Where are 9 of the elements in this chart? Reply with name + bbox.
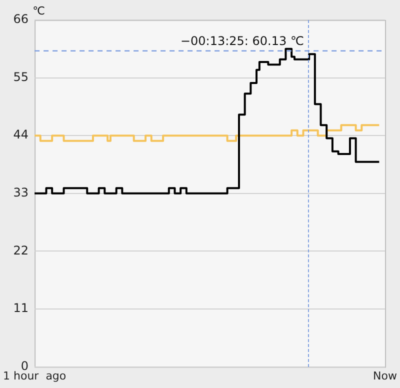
y-tick-label: 66	[13, 12, 29, 26]
y-tick-label: 11	[13, 301, 29, 316]
x-tick-label: Now	[373, 369, 398, 382]
y-tick-label: 55	[13, 70, 29, 84]
y-tick-label: 33	[13, 186, 29, 200]
y-axis-title: ℃	[32, 4, 45, 18]
y-tick-label: 22	[13, 243, 29, 258]
y-tick-label: 44	[13, 128, 29, 142]
annotation: −00:13:25: 60.13 ℃	[180, 34, 304, 48]
